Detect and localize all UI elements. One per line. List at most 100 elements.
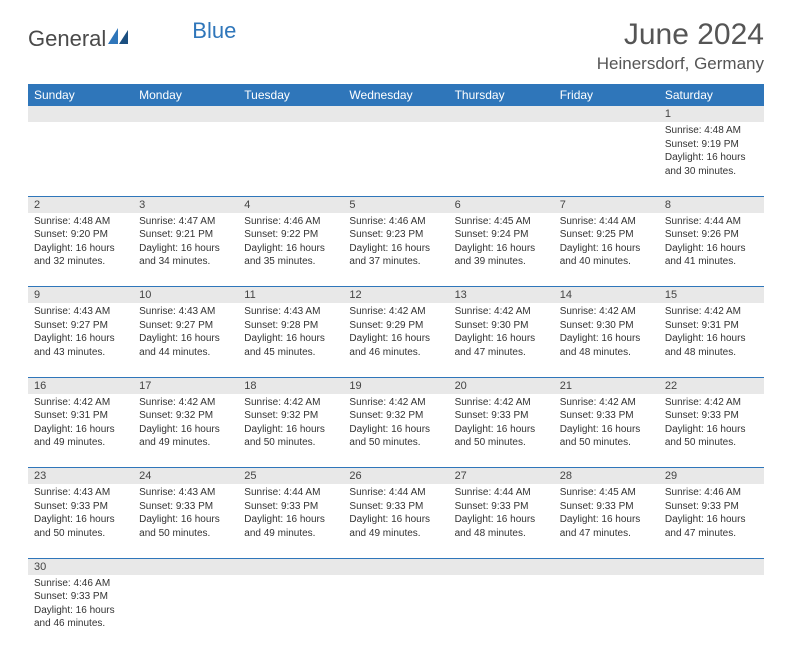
day-number: 27	[449, 468, 554, 485]
day-details: Sunrise: 4:46 AMSunset: 9:33 PMDaylight:…	[659, 484, 764, 544]
day-details: Sunrise: 4:46 AMSunset: 9:22 PMDaylight:…	[238, 213, 343, 273]
weekday-header: Friday	[554, 84, 659, 106]
day-cell	[343, 122, 448, 196]
daynum-row: 30	[28, 558, 764, 575]
day-cell: Sunrise: 4:45 AMSunset: 9:33 PMDaylight:…	[554, 484, 659, 558]
day-number: 8	[659, 196, 764, 213]
day-details: Sunrise: 4:46 AMSunset: 9:23 PMDaylight:…	[343, 213, 448, 273]
day-number: 25	[238, 468, 343, 485]
day-number	[133, 558, 238, 575]
day-number: 18	[238, 377, 343, 394]
day-number	[28, 106, 133, 122]
day-cell: Sunrise: 4:44 AMSunset: 9:33 PMDaylight:…	[343, 484, 448, 558]
day-number: 2	[28, 196, 133, 213]
day-cell: Sunrise: 4:44 AMSunset: 9:33 PMDaylight:…	[238, 484, 343, 558]
month-title: June 2024	[597, 18, 764, 52]
daynum-row: 23242526272829	[28, 468, 764, 485]
day-number: 7	[554, 196, 659, 213]
daynum-row: 16171819202122	[28, 377, 764, 394]
week-row: Sunrise: 4:48 AMSunset: 9:19 PMDaylight:…	[28, 122, 764, 196]
week-row: Sunrise: 4:43 AMSunset: 9:27 PMDaylight:…	[28, 303, 764, 377]
day-cell: Sunrise: 4:43 AMSunset: 9:27 PMDaylight:…	[133, 303, 238, 377]
day-details: Sunrise: 4:45 AMSunset: 9:33 PMDaylight:…	[554, 484, 659, 544]
day-number: 16	[28, 377, 133, 394]
day-number: 1	[659, 106, 764, 122]
day-cell	[238, 122, 343, 196]
day-number	[554, 106, 659, 122]
day-number	[449, 106, 554, 122]
day-details: Sunrise: 4:42 AMSunset: 9:32 PMDaylight:…	[343, 394, 448, 454]
day-cell: Sunrise: 4:43 AMSunset: 9:27 PMDaylight:…	[28, 303, 133, 377]
day-details: Sunrise: 4:44 AMSunset: 9:33 PMDaylight:…	[238, 484, 343, 544]
day-cell: Sunrise: 4:48 AMSunset: 9:19 PMDaylight:…	[659, 122, 764, 196]
week-row: Sunrise: 4:42 AMSunset: 9:31 PMDaylight:…	[28, 394, 764, 468]
day-number	[343, 558, 448, 575]
day-cell: Sunrise: 4:42 AMSunset: 9:31 PMDaylight:…	[659, 303, 764, 377]
day-details: Sunrise: 4:43 AMSunset: 9:28 PMDaylight:…	[238, 303, 343, 363]
day-number: 14	[554, 287, 659, 304]
day-cell: Sunrise: 4:44 AMSunset: 9:33 PMDaylight:…	[449, 484, 554, 558]
day-number: 26	[343, 468, 448, 485]
day-cell: Sunrise: 4:43 AMSunset: 9:33 PMDaylight:…	[28, 484, 133, 558]
day-number	[343, 106, 448, 122]
day-cell: Sunrise: 4:42 AMSunset: 9:32 PMDaylight:…	[133, 394, 238, 468]
weekday-header: Monday	[133, 84, 238, 106]
logo-text-blue: Blue	[192, 18, 236, 44]
day-cell: Sunrise: 4:46 AMSunset: 9:22 PMDaylight:…	[238, 213, 343, 287]
day-cell: Sunrise: 4:46 AMSunset: 9:33 PMDaylight:…	[659, 484, 764, 558]
day-number: 4	[238, 196, 343, 213]
day-cell: Sunrise: 4:47 AMSunset: 9:21 PMDaylight:…	[133, 213, 238, 287]
day-details: Sunrise: 4:42 AMSunset: 9:29 PMDaylight:…	[343, 303, 448, 363]
day-details: Sunrise: 4:43 AMSunset: 9:27 PMDaylight:…	[28, 303, 133, 363]
day-details: Sunrise: 4:44 AMSunset: 9:25 PMDaylight:…	[554, 213, 659, 273]
day-cell: Sunrise: 4:42 AMSunset: 9:33 PMDaylight:…	[554, 394, 659, 468]
day-number	[238, 558, 343, 575]
week-row: Sunrise: 4:43 AMSunset: 9:33 PMDaylight:…	[28, 484, 764, 558]
day-details: Sunrise: 4:42 AMSunset: 9:33 PMDaylight:…	[449, 394, 554, 454]
day-cell	[133, 122, 238, 196]
day-number	[133, 106, 238, 122]
day-details: Sunrise: 4:42 AMSunset: 9:32 PMDaylight:…	[238, 394, 343, 454]
location: Heinersdorf, Germany	[597, 54, 764, 74]
day-cell: Sunrise: 4:45 AMSunset: 9:24 PMDaylight:…	[449, 213, 554, 287]
day-number: 22	[659, 377, 764, 394]
calendar-table: SundayMondayTuesdayWednesdayThursdayFrid…	[28, 84, 764, 649]
day-number	[659, 558, 764, 575]
weekday-header: Tuesday	[238, 84, 343, 106]
day-number: 21	[554, 377, 659, 394]
day-cell: Sunrise: 4:43 AMSunset: 9:33 PMDaylight:…	[133, 484, 238, 558]
sail-icon	[108, 28, 130, 44]
logo: General Blue	[28, 18, 236, 52]
day-cell: Sunrise: 4:42 AMSunset: 9:32 PMDaylight:…	[343, 394, 448, 468]
day-cell: Sunrise: 4:42 AMSunset: 9:33 PMDaylight:…	[449, 394, 554, 468]
day-number	[238, 106, 343, 122]
weekday-header: Saturday	[659, 84, 764, 106]
day-details: Sunrise: 4:46 AMSunset: 9:33 PMDaylight:…	[28, 575, 133, 635]
day-number: 30	[28, 558, 133, 575]
weekday-header: Wednesday	[343, 84, 448, 106]
day-details: Sunrise: 4:42 AMSunset: 9:31 PMDaylight:…	[659, 303, 764, 363]
day-cell	[449, 122, 554, 196]
day-details: Sunrise: 4:42 AMSunset: 9:30 PMDaylight:…	[449, 303, 554, 363]
day-cell: Sunrise: 4:44 AMSunset: 9:25 PMDaylight:…	[554, 213, 659, 287]
day-number: 11	[238, 287, 343, 304]
day-details: Sunrise: 4:42 AMSunset: 9:30 PMDaylight:…	[554, 303, 659, 363]
day-cell: Sunrise: 4:42 AMSunset: 9:32 PMDaylight:…	[238, 394, 343, 468]
day-number: 28	[554, 468, 659, 485]
day-number	[449, 558, 554, 575]
day-cell: Sunrise: 4:42 AMSunset: 9:31 PMDaylight:…	[28, 394, 133, 468]
day-details: Sunrise: 4:47 AMSunset: 9:21 PMDaylight:…	[133, 213, 238, 273]
weekday-header-row: SundayMondayTuesdayWednesdayThursdayFrid…	[28, 84, 764, 106]
day-details: Sunrise: 4:44 AMSunset: 9:33 PMDaylight:…	[343, 484, 448, 544]
day-number: 10	[133, 287, 238, 304]
logo-text-general: General	[28, 26, 106, 52]
day-details: Sunrise: 4:44 AMSunset: 9:26 PMDaylight:…	[659, 213, 764, 273]
weekday-header: Thursday	[449, 84, 554, 106]
day-details: Sunrise: 4:43 AMSunset: 9:33 PMDaylight:…	[133, 484, 238, 544]
day-details: Sunrise: 4:44 AMSunset: 9:33 PMDaylight:…	[449, 484, 554, 544]
day-number: 12	[343, 287, 448, 304]
day-details: Sunrise: 4:42 AMSunset: 9:33 PMDaylight:…	[659, 394, 764, 454]
week-row: Sunrise: 4:48 AMSunset: 9:20 PMDaylight:…	[28, 213, 764, 287]
day-number: 9	[28, 287, 133, 304]
day-cell: Sunrise: 4:42 AMSunset: 9:29 PMDaylight:…	[343, 303, 448, 377]
